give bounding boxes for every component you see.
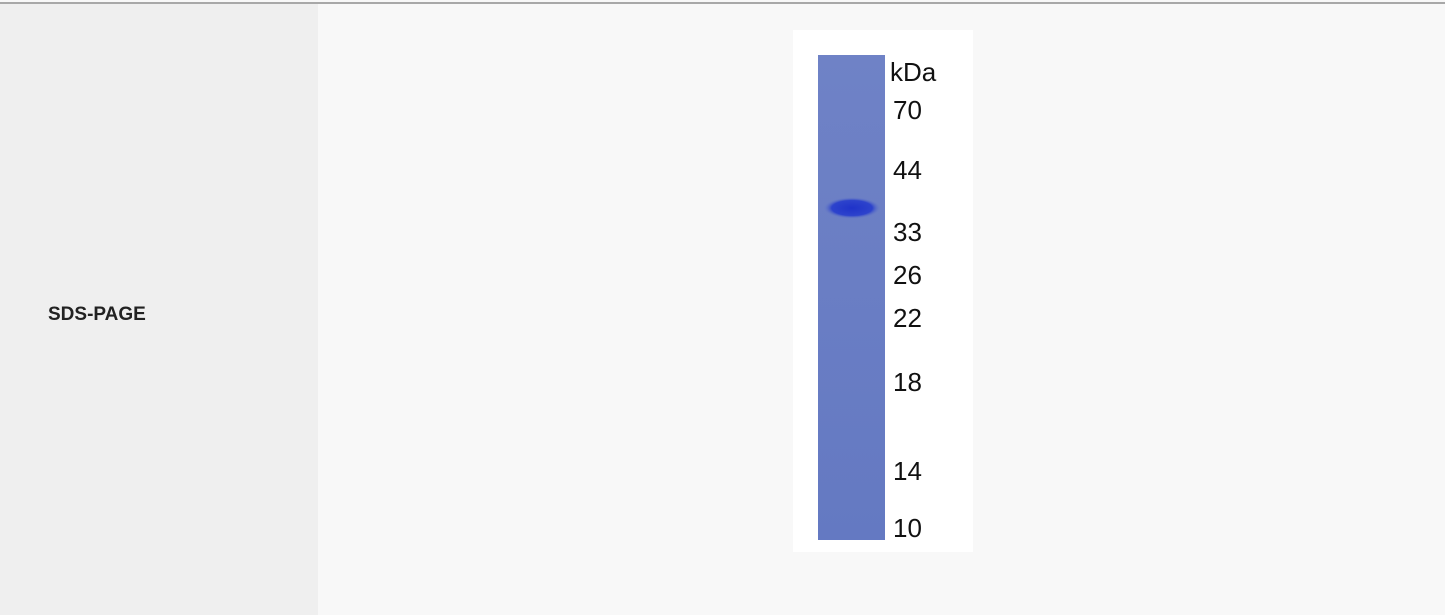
- marker-label: 18: [893, 367, 922, 397]
- marker-label: 22: [893, 303, 922, 333]
- label-cell: SDS-PAGE: [0, 4, 318, 615]
- unit-label: kDa: [890, 57, 937, 87]
- protein-band: [823, 197, 881, 219]
- marker-label: 44: [893, 155, 922, 185]
- page: SDS-PAGE kDa 70 44 33 26 22 18 14 10: [0, 0, 1445, 615]
- gel-image: kDa 70 44 33 26 22 18 14 10: [793, 30, 973, 552]
- marker-label: 10: [893, 513, 922, 543]
- marker-label: 33: [893, 217, 922, 247]
- marker-label: 70: [893, 95, 922, 125]
- marker-label: 14: [893, 456, 922, 486]
- gel-lane: [818, 55, 885, 540]
- marker-label: 26: [893, 260, 922, 290]
- row-label: SDS-PAGE: [48, 304, 146, 326]
